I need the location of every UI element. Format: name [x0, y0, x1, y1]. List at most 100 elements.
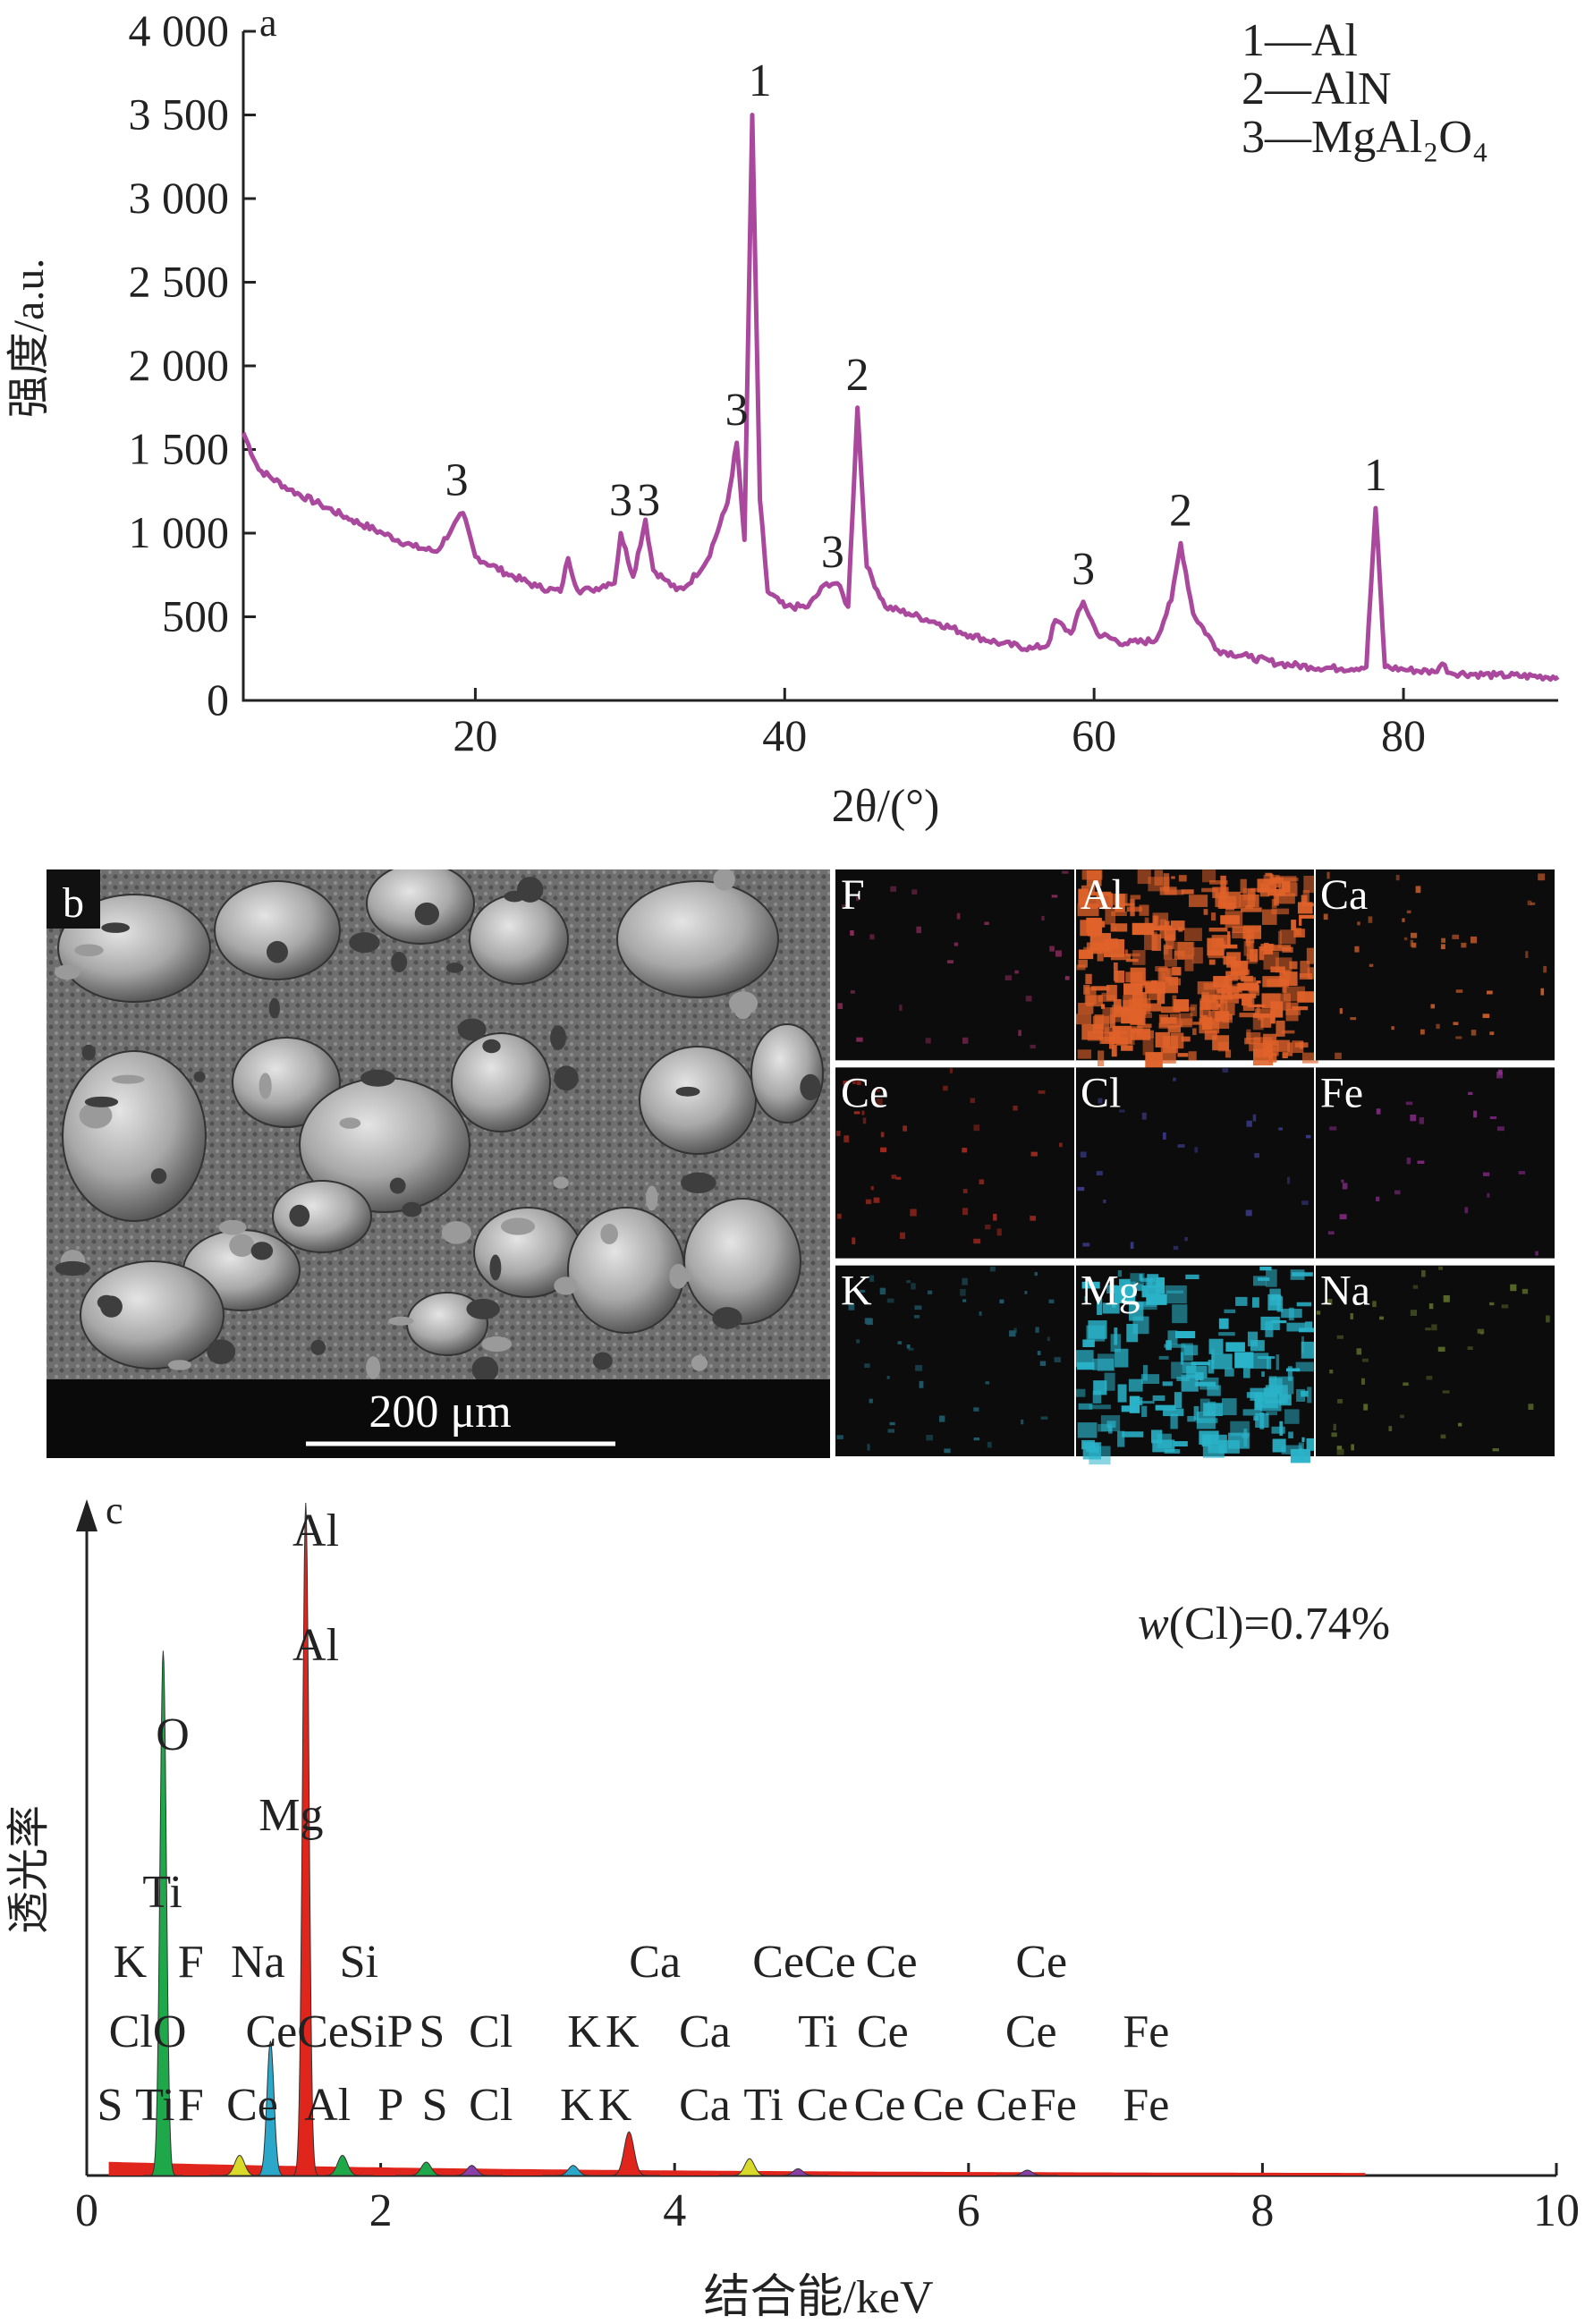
eds-map-signal	[1336, 1448, 1344, 1455]
eds-map-signal	[1372, 1301, 1377, 1308]
eds-map-signal	[1131, 1029, 1135, 1046]
eds-peak-label: Al	[304, 2080, 351, 2131]
eds-map-signal	[1077, 1049, 1092, 1059]
eds-x-tick-label: 4	[663, 2185, 686, 2236]
sem-fine-particle	[681, 1172, 716, 1193]
eds-map-signal	[876, 1089, 880, 1092]
eds-map-signal	[869, 1275, 875, 1282]
eds-map-signal	[1155, 966, 1167, 971]
eds-map-signal	[1162, 972, 1165, 989]
eds-map-signal	[1081, 1281, 1100, 1289]
eds-map-signal	[1132, 992, 1148, 1007]
eds-peak-label: Ce	[1005, 2006, 1057, 2057]
eds-map-signal	[1117, 1270, 1123, 1277]
sem-fine-particle	[74, 944, 104, 957]
eds-map-signal	[1018, 1030, 1021, 1037]
sem-fine-particle	[669, 1263, 688, 1289]
eds-map-signal	[1232, 931, 1250, 939]
eds-map-signal	[1425, 1327, 1431, 1331]
eds-peak-o	[143, 1650, 183, 2176]
eds-map-signal	[1201, 991, 1209, 1010]
eds-map-signal	[1137, 869, 1151, 885]
eds-peak-label: S	[419, 2006, 445, 2057]
eds-map-signal	[1124, 949, 1128, 955]
eds-map-signal	[1135, 982, 1154, 988]
eds-map-signal	[1281, 1309, 1302, 1319]
eds-map-signal	[1030, 1044, 1036, 1049]
eds-map-signal	[1250, 1387, 1267, 1401]
eds-map-signal	[1300, 1447, 1303, 1453]
eds-map-signal	[1261, 1371, 1265, 1378]
eds-map-signal	[852, 1078, 857, 1085]
eds-map-signal	[1259, 883, 1270, 897]
eds-map-label: F	[841, 871, 865, 919]
eds-map-background	[835, 1067, 1075, 1259]
eds-map-signal	[1090, 1442, 1099, 1454]
eds-map-signal	[984, 1224, 991, 1230]
eds-map-signal	[1181, 889, 1194, 895]
xrd-y-tick-label: 1 000	[129, 507, 230, 557]
eds-map-signal	[1538, 873, 1546, 881]
sem-fine-particle	[713, 869, 735, 891]
xrd-x-tick-label: 80	[1381, 710, 1426, 760]
eds-map-signal	[1164, 958, 1177, 967]
eds-map-signal	[1268, 1052, 1277, 1063]
eds-map-signal	[996, 1228, 1002, 1236]
sem-fine-particle	[349, 932, 380, 954]
eds-map-signal	[1302, 889, 1310, 903]
eds-map-signal	[856, 1339, 860, 1344]
eds-map-signal	[1249, 1042, 1254, 1052]
eds-map-background	[1315, 869, 1555, 1061]
sem-fine-particle	[481, 1336, 513, 1353]
eds-map-signal	[1169, 1014, 1182, 1020]
eds-map-signal	[1276, 877, 1281, 888]
eds-map-signal	[1078, 959, 1088, 968]
eds-map-signal	[1282, 1052, 1288, 1059]
eds-map-signal	[1117, 1384, 1127, 1403]
eds-map-signal	[1342, 1183, 1348, 1190]
eds-map-signal	[1240, 878, 1247, 894]
xrd-y-tick-label: 2 000	[129, 340, 230, 390]
eds-map-signal	[1337, 1399, 1343, 1404]
eds-map-signal	[1391, 1026, 1394, 1031]
eds-map-signal	[1226, 974, 1238, 981]
eds-map-signal	[1102, 903, 1107, 910]
eds-map-signal	[1323, 913, 1328, 920]
eds-map-signal	[1263, 1033, 1277, 1047]
eds-map-signal	[864, 1318, 872, 1324]
chlorine-content-annotation: w(Cl)=0.74%	[1138, 1599, 1390, 1650]
eds-map-signal	[1004, 975, 1013, 980]
eds-map-signal	[1158, 1355, 1169, 1360]
sem-fine-particle	[360, 1069, 395, 1087]
annotation-value: (Cl)=0.74%	[1169, 1599, 1390, 1650]
eds-map-signal	[943, 1085, 948, 1091]
eds-x-axis-label: 结合能/keV	[703, 2272, 933, 2323]
eds-map-signal	[1287, 1176, 1291, 1184]
eds-map-signal	[1140, 1374, 1160, 1384]
eds-map-signal	[1455, 989, 1463, 993]
eds-map-signal	[1024, 1291, 1028, 1294]
sem-fine-particle	[388, 1316, 414, 1326]
sem-fine-particle	[675, 1086, 700, 1097]
eds-x-tick-label: 10	[1533, 2185, 1580, 2236]
eds-map-signal	[1083, 946, 1103, 954]
eds-map-signal	[1203, 909, 1208, 915]
eds-map-signal	[1165, 934, 1174, 950]
eds-map-signal	[1285, 1368, 1301, 1372]
eds-map-signal	[1440, 944, 1445, 950]
eds-map-signal	[1126, 1323, 1139, 1343]
eds-map-signal	[970, 1098, 976, 1103]
eds-map-signal	[887, 1429, 895, 1433]
eds-peak-label: K	[560, 2080, 594, 2131]
eds-map-signal	[1256, 980, 1261, 984]
eds-map-signal	[1266, 1411, 1277, 1416]
eds-map-signal	[1441, 937, 1446, 943]
eds-map-signal	[1105, 907, 1116, 925]
eds-map-signal	[1275, 893, 1295, 904]
eds-peak-label: Cl	[469, 2006, 513, 2057]
eds-map-signal	[1174, 950, 1185, 960]
xrd-peak-label: 1	[749, 55, 772, 106]
eds-map-signal	[1096, 893, 1114, 908]
eds-map-signal	[1111, 911, 1127, 916]
